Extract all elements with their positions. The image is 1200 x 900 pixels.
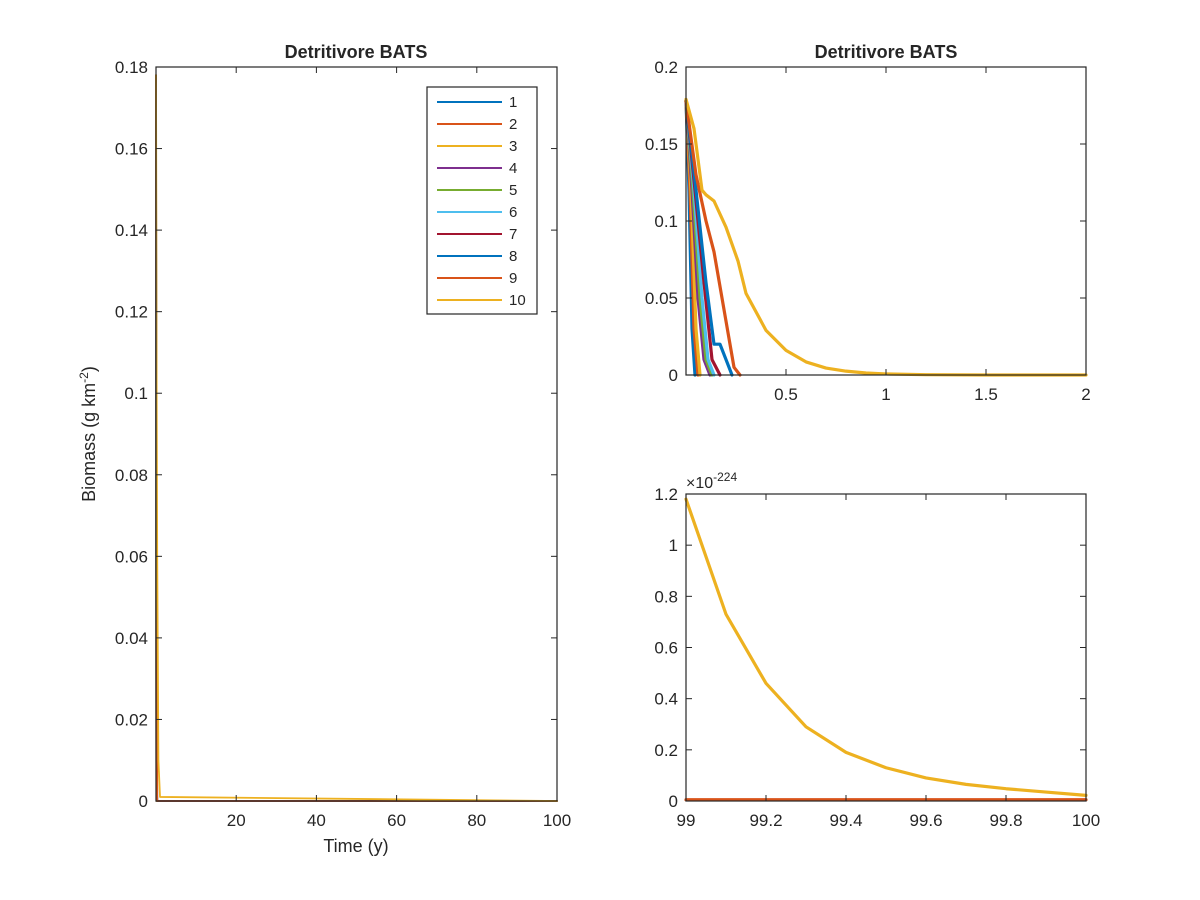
left-xlabel: Time (y) [323, 836, 388, 856]
left-ylabel-sup: -2 [77, 372, 91, 383]
x-tick-label-bottom-right: 99.4 [829, 811, 862, 830]
left-ylabel-main: Biomass (g km [79, 383, 99, 502]
legend-label-1: 1 [509, 94, 517, 111]
legend-label-5: 5 [509, 182, 517, 199]
y-tick-label-top-right: 0.2 [654, 58, 678, 77]
legend-label-3: 3 [509, 138, 517, 155]
y-tick-label-top-right: 0.15 [645, 135, 678, 154]
y-tick-label-left: 0.1 [124, 384, 148, 403]
left-ylabel-end: ) [79, 366, 99, 372]
x-tick-label-top-right: 2 [1081, 385, 1090, 404]
x-tick-label-left: 100 [543, 811, 571, 830]
x-tick-label-bottom-right: 99 [677, 811, 696, 830]
y-tick-label-bottom-right: 0.8 [654, 587, 678, 606]
x-tick-label-top-right: 1.5 [974, 385, 998, 404]
panel-left: 20 40 60 80 100 0 0.02 0.04 0.06 0.08 0.1 0.12 0.14 0… [77, 42, 571, 856]
y-tick-label-left: 0.16 [115, 140, 148, 159]
x-tick-label-top-right: 0.5 [774, 385, 798, 404]
bottom-right-exponent: ×10-224 [686, 470, 737, 492]
y-tick-label-left: 0.18 [115, 58, 148, 77]
panel-top-right: 0.5 1 1.5 2 0 0.05 0.1 0.15 0.2 Detritivore BATS [645, 42, 1091, 404]
x-tick-label-bottom-right: 100 [1072, 811, 1100, 830]
y-tick-label-bottom-right: 1.2 [654, 485, 678, 504]
series-line-bottom-right-10 [684, 497, 1088, 797]
series-group-top-right [684, 97, 1088, 377]
axes-box-left [155, 66, 558, 802]
legend-label-6: 6 [509, 204, 517, 221]
y-tick-label-top-right: 0 [669, 366, 678, 385]
legend-label-4: 4 [509, 160, 517, 177]
x-tick-label-bottom-right: 99.2 [749, 811, 782, 830]
y-tick-label-top-right: 0.05 [645, 289, 678, 308]
legend-box [426, 86, 538, 315]
y-tick-label-bottom-right: 1 [669, 536, 678, 555]
y-tick-label-top-right: 0.1 [654, 212, 678, 231]
y-tick-label-left: 0.02 [115, 710, 148, 729]
left-ylabel: Biomass (g km-2) [77, 366, 99, 502]
y-tick-label-bottom-right: 0.2 [654, 741, 678, 760]
legend-label-9: 9 [509, 270, 517, 287]
exponent-power: -224 [713, 470, 737, 484]
x-tick-label-bottom-right: 99.8 [989, 811, 1022, 830]
x-tick-label-left: 60 [387, 811, 406, 830]
left-title: Detritivore BATS [285, 42, 428, 62]
legend-label-7: 7 [509, 226, 517, 243]
y-tick-label-left: 0.04 [115, 629, 148, 648]
y-tick-label-left: 0 [139, 792, 148, 811]
x-tick-label-left: 40 [307, 811, 326, 830]
y-tick-label-left: 0.08 [115, 466, 148, 485]
y-tick-label-left: 0.06 [115, 547, 148, 566]
plot-area-top-right [686, 67, 1086, 375]
x-tick-label-top-right: 1 [881, 385, 890, 404]
y-tick-label-bottom-right: 0.6 [654, 639, 678, 658]
legend: 1 2 3 4 5 6 7 8 9 10 [426, 86, 538, 315]
legend-label-10: 10 [509, 292, 526, 309]
series-line-top-right-9 [684, 99, 742, 377]
series-group-bottom-right [684, 497, 1088, 802]
x-tick-label-left: 80 [467, 811, 486, 830]
x-tick-label-bottom-right: 99.6 [909, 811, 942, 830]
panel-bottom-right: 99 99.2 99.4 99.6 99.8 100 0 0.2 0.4 0.6 0.8 1 1.2 ×… [654, 470, 1100, 830]
y-tick-label-bottom-right: 0.4 [654, 690, 678, 709]
series-line-top-right-10 [684, 97, 1088, 377]
top-right-title: Detritivore BATS [815, 42, 958, 62]
plot-area-bottom-right [686, 494, 1086, 801]
y-tick-label-left: 0.14 [115, 221, 148, 240]
y-tick-label-bottom-right: 0 [669, 792, 678, 811]
x-tick-label-left: 20 [227, 811, 246, 830]
exponent-base: ×10 [686, 475, 713, 492]
legend-label-8: 8 [509, 248, 517, 265]
legend-label-2: 2 [509, 116, 517, 133]
y-tick-label-left: 0.12 [115, 303, 148, 322]
series-line-top-right-8 [684, 99, 734, 377]
